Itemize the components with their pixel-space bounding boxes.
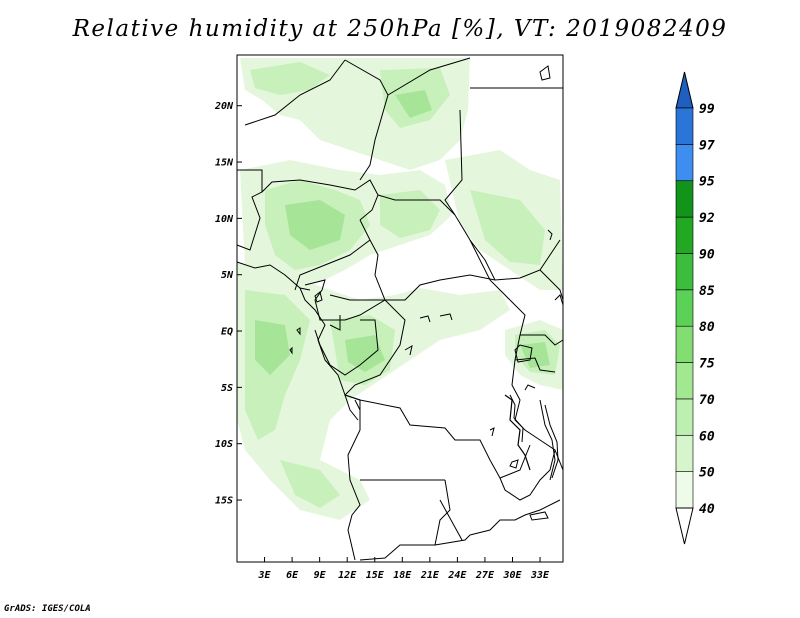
colorbar-segment [675, 362, 694, 400]
colorbar-segment [675, 325, 694, 363]
grads-credit: GrADS: IGES/COLA [4, 604, 91, 614]
lon-tick-label: 12E [338, 570, 357, 581]
colorbar-label: 80 [699, 320, 715, 335]
country-borders [236, 57, 564, 561]
lat-tick-label: 10S [215, 439, 233, 450]
colorbar-label: 70 [699, 393, 715, 408]
chart-title: Relative humidity at 250hPa [%], VT: 201… [72, 16, 728, 42]
lat-tick-label: 15S [215, 496, 233, 507]
lat-tick-label: 15N [215, 158, 234, 169]
colorbar: 40 50 60 70 75 80 85 90 92 95 97 99 [675, 71, 715, 545]
colorbar-segment [675, 253, 694, 291]
map-frame [236, 54, 564, 563]
lon-tick-label: 21E [420, 570, 440, 581]
colorbar-label: 97 [699, 138, 715, 153]
lon-tick-label: 15E [366, 570, 385, 581]
colorbar-segment [675, 144, 694, 182]
lon-tick-label: 18E [393, 570, 412, 581]
lon-tick-label: 24E [447, 570, 467, 581]
colorbar-label: 95 [699, 175, 715, 190]
colorbar-label: 85 [699, 284, 715, 299]
colorbar-segment [675, 289, 694, 327]
lon-tick-label: 6E [286, 570, 299, 581]
lon-tick-label: 3E [258, 570, 272, 581]
lon-tick-label: 33E [530, 570, 550, 581]
lat-tick-label: 10N [215, 214, 234, 225]
lon-tick-label: 30E [502, 570, 522, 581]
lon-tick-label: 9E [314, 570, 327, 581]
humidity-shading [237, 58, 563, 520]
colorbar-segment [675, 434, 694, 472]
lat-tick-label: 5S [221, 383, 233, 394]
colorbar-segment [675, 107, 694, 145]
colorbar-label: 92 [699, 211, 715, 226]
lat-tick-label: 20N [214, 101, 234, 112]
lakes-islands [289, 65, 564, 521]
colorbar-bottom-arrow [675, 507, 694, 545]
colorbar-segment [675, 216, 694, 254]
lat-tick-label: 5N [221, 270, 234, 281]
colorbar-label: 40 [699, 502, 715, 517]
colorbar-segment [675, 471, 694, 509]
lon-tick-label: 27E [475, 570, 495, 581]
latitude-axis: 20N 15N 10N 5N EQ 5S 10S 15S [214, 101, 242, 507]
longitude-axis: 3E 6E 9E 12E 15E 18E 21E 24E 27E 30E 33E [258, 557, 550, 581]
colorbar-top-arrow [675, 71, 694, 109]
colorbar-label: 90 [699, 247, 715, 262]
colorbar-label: 60 [699, 429, 715, 444]
lat-tick-label: EQ [221, 327, 233, 338]
colorbar-label: 99 [699, 102, 715, 117]
shade-dark [255, 90, 550, 375]
colorbar-segment [675, 180, 694, 218]
colorbar-segment [675, 398, 694, 436]
colorbar-label: 75 [699, 357, 715, 372]
colorbar-label: 50 [699, 466, 715, 481]
